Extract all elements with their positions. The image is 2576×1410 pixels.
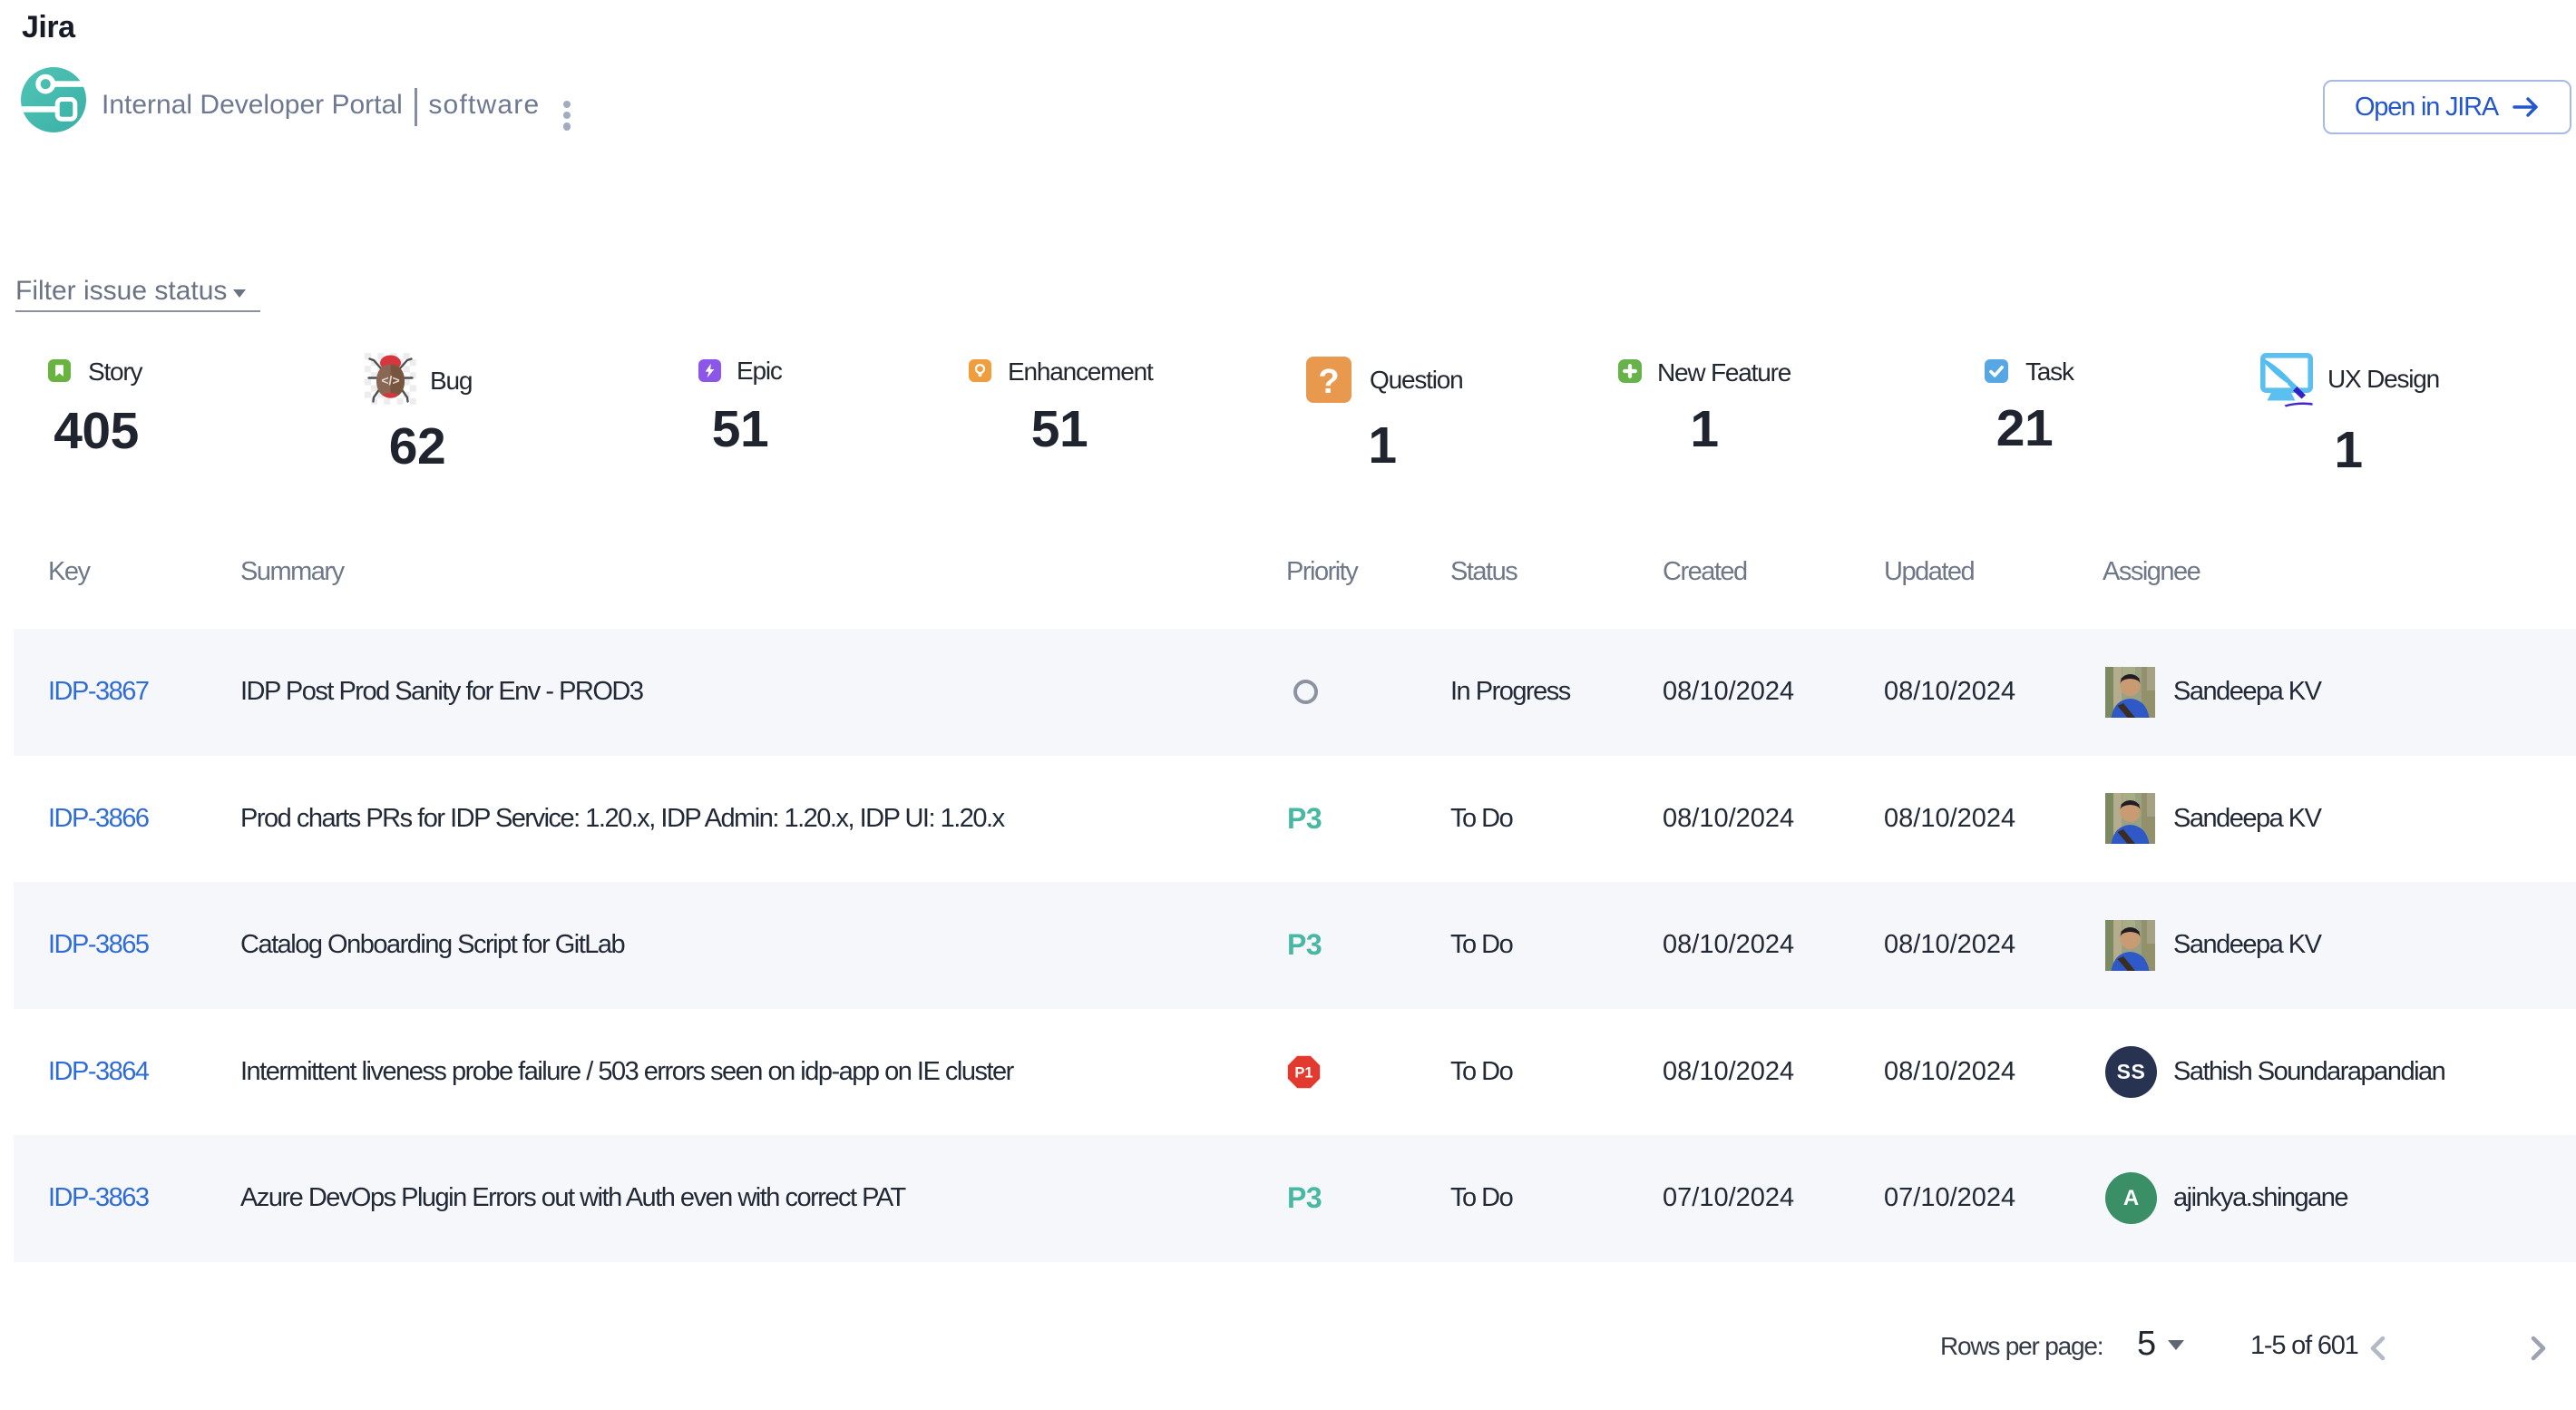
svg-text:?: ? — [1318, 363, 1339, 401]
svg-text:</>: </> — [381, 373, 399, 387]
svg-text:P1: P1 — [1294, 1064, 1312, 1081]
